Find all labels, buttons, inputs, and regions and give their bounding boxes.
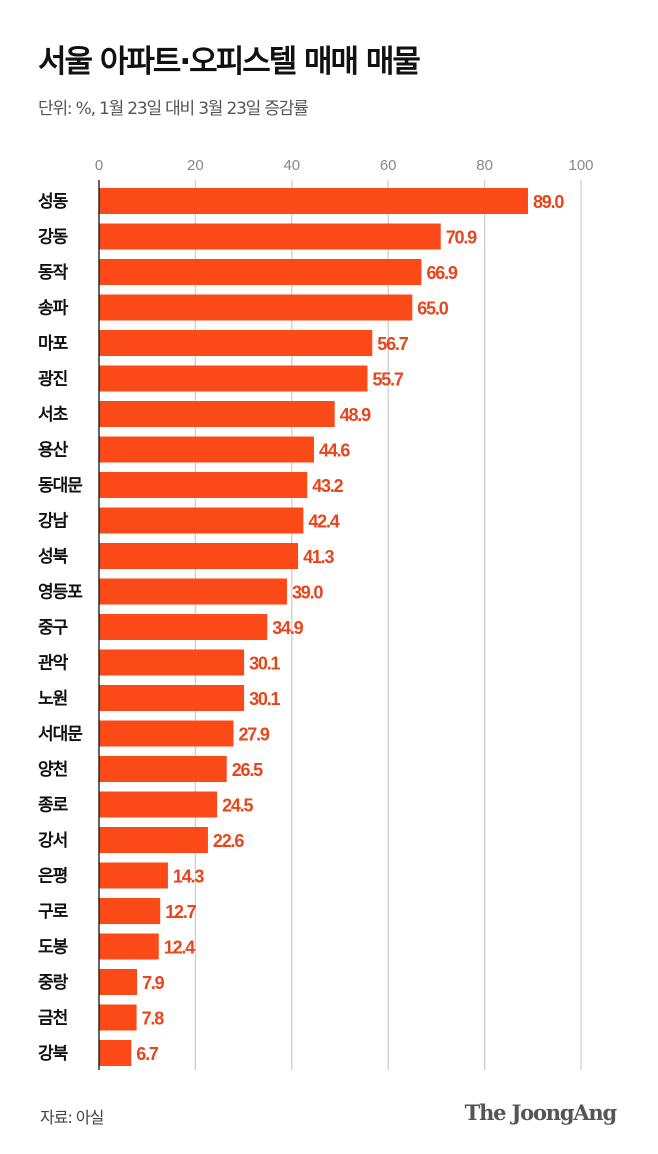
x-tick-label: 20 <box>187 157 204 174</box>
bar <box>99 330 373 356</box>
category-label: 중랑 <box>38 973 69 993</box>
value-label: 7.9 <box>142 973 165 993</box>
value-label: 66.9 <box>426 263 457 283</box>
bar <box>99 969 138 995</box>
bar <box>99 401 335 427</box>
category-label: 영등포 <box>38 583 83 603</box>
value-label: 56.7 <box>377 334 408 354</box>
bar <box>99 649 245 676</box>
value-label: 30.1 <box>249 689 280 709</box>
value-label: 12.7 <box>165 902 196 922</box>
category-label: 노원 <box>38 689 68 709</box>
bar <box>99 827 208 853</box>
category-label: 성동 <box>38 192 69 212</box>
bar <box>99 188 528 214</box>
bar <box>99 1004 137 1031</box>
category-label: 마포 <box>38 334 69 354</box>
bar <box>99 898 161 924</box>
bar <box>99 791 218 818</box>
category-label: 동작 <box>38 263 69 283</box>
category-label: 관악 <box>38 654 69 674</box>
chart-title: 서울 아파트·오피스텔 매매 매물 <box>38 44 421 80</box>
value-label: 27.9 <box>238 725 269 745</box>
value-label: 26.5 <box>232 760 263 780</box>
value-label: 89.0 <box>533 192 564 212</box>
x-tick-label: 80 <box>476 157 493 174</box>
category-label: 강남 <box>38 512 69 532</box>
bar <box>99 472 308 498</box>
bar <box>99 933 159 960</box>
bar <box>99 507 304 534</box>
bar <box>99 365 368 392</box>
value-label: 22.6 <box>213 831 244 851</box>
bar <box>99 259 422 285</box>
value-label: 39.0 <box>292 583 323 603</box>
bar <box>99 614 268 640</box>
value-label: 43.2 <box>312 476 343 496</box>
value-label: 14.3 <box>173 867 204 887</box>
x-tick-label: 40 <box>283 157 300 174</box>
category-label: 양천 <box>38 760 68 780</box>
value-label: 30.1 <box>249 654 280 674</box>
value-label: 42.4 <box>308 512 339 532</box>
bar <box>99 720 234 747</box>
category-label: 동대문 <box>38 476 83 496</box>
category-label: 금천 <box>38 1009 68 1029</box>
x-tick-label: 60 <box>380 157 397 174</box>
value-label: 48.9 <box>340 405 371 425</box>
publisher-logo: The JoongAng <box>464 1100 618 1125</box>
bar <box>99 436 314 463</box>
bar <box>99 223 441 250</box>
category-label: 강동 <box>38 228 69 248</box>
category-label: 서초 <box>38 405 69 425</box>
value-label: 44.6 <box>319 441 350 461</box>
value-label: 41.3 <box>303 547 334 567</box>
value-label: 65.0 <box>417 299 448 319</box>
value-label: 24.5 <box>222 796 253 816</box>
value-label: 12.4 <box>164 938 195 958</box>
bar <box>99 578 287 605</box>
value-label: 70.9 <box>446 228 477 248</box>
source-note: 자료: 아실 <box>40 1108 104 1127</box>
x-tick-label: 0 <box>95 157 103 174</box>
category-label: 구로 <box>38 902 69 922</box>
chart-subtitle: 단위: %, 1월 23일 대비 3월 23일 증감률 <box>38 99 309 119</box>
category-label: 서대문 <box>38 725 83 745</box>
category-label: 성북 <box>38 547 69 567</box>
category-label: 중구 <box>38 618 69 638</box>
value-label: 6.7 <box>136 1044 159 1064</box>
bar <box>99 862 168 889</box>
bar <box>99 543 299 569</box>
bar <box>99 756 227 782</box>
bar <box>99 294 413 321</box>
category-label: 도봉 <box>38 938 69 958</box>
category-label: 용산 <box>38 441 69 461</box>
category-label: 광진 <box>38 370 68 390</box>
value-label: 7.8 <box>142 1009 165 1029</box>
category-label: 송파 <box>38 299 69 319</box>
category-label: 종로 <box>38 796 69 816</box>
x-tick-label: 100 <box>568 157 593 174</box>
value-label: 34.9 <box>272 618 303 638</box>
bar <box>99 1040 132 1066</box>
category-label: 은평 <box>38 867 67 887</box>
category-label: 강북 <box>38 1044 69 1064</box>
bar <box>99 685 245 711</box>
category-label: 강서 <box>38 831 67 851</box>
value-label: 55.7 <box>372 370 403 390</box>
